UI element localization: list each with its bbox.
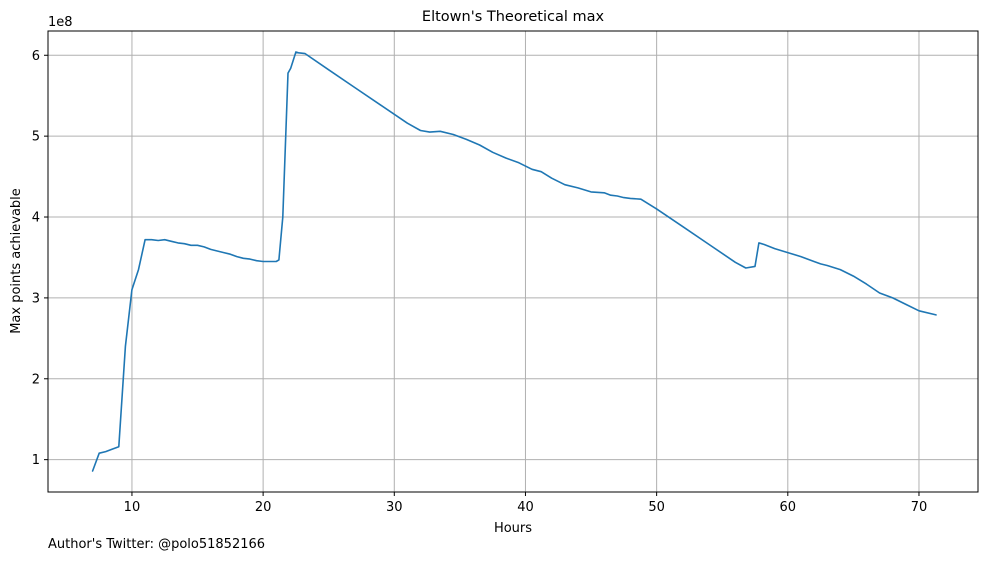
x-tick-label: 50 <box>648 500 665 515</box>
author-credit: Author's Twitter: @polo51852166 <box>48 537 266 552</box>
series-line-0 <box>91 51 937 472</box>
y-tick-label: 4 <box>32 211 40 226</box>
x-axis-label: Hours <box>494 521 532 536</box>
x-tick-label: 10 <box>124 500 141 515</box>
y-tick-label: 6 <box>32 49 40 64</box>
y-axis: 1 2 3 4 5 6 <box>32 49 48 468</box>
y-tick-label: 1 <box>32 453 40 468</box>
x-tick-label: 60 <box>780 500 797 515</box>
y-tick-label: 5 <box>32 130 40 145</box>
y-axis-label: Max points achievable <box>9 188 24 334</box>
x-tick-label: 30 <box>386 500 403 515</box>
plot-frame <box>47 30 979 493</box>
y-tick-label: 3 <box>32 291 40 306</box>
grid <box>48 31 978 492</box>
y-axis-offset-label: 1e8 <box>48 15 73 30</box>
x-axis: 10 20 30 40 50 60 70 <box>124 492 928 515</box>
y-tick-label: 2 <box>32 372 40 387</box>
chart-title: Eltown's Theoretical max <box>422 9 605 25</box>
x-tick-label: 20 <box>255 500 272 515</box>
x-tick-label: 40 <box>517 500 534 515</box>
x-tick-label: 70 <box>911 500 928 515</box>
